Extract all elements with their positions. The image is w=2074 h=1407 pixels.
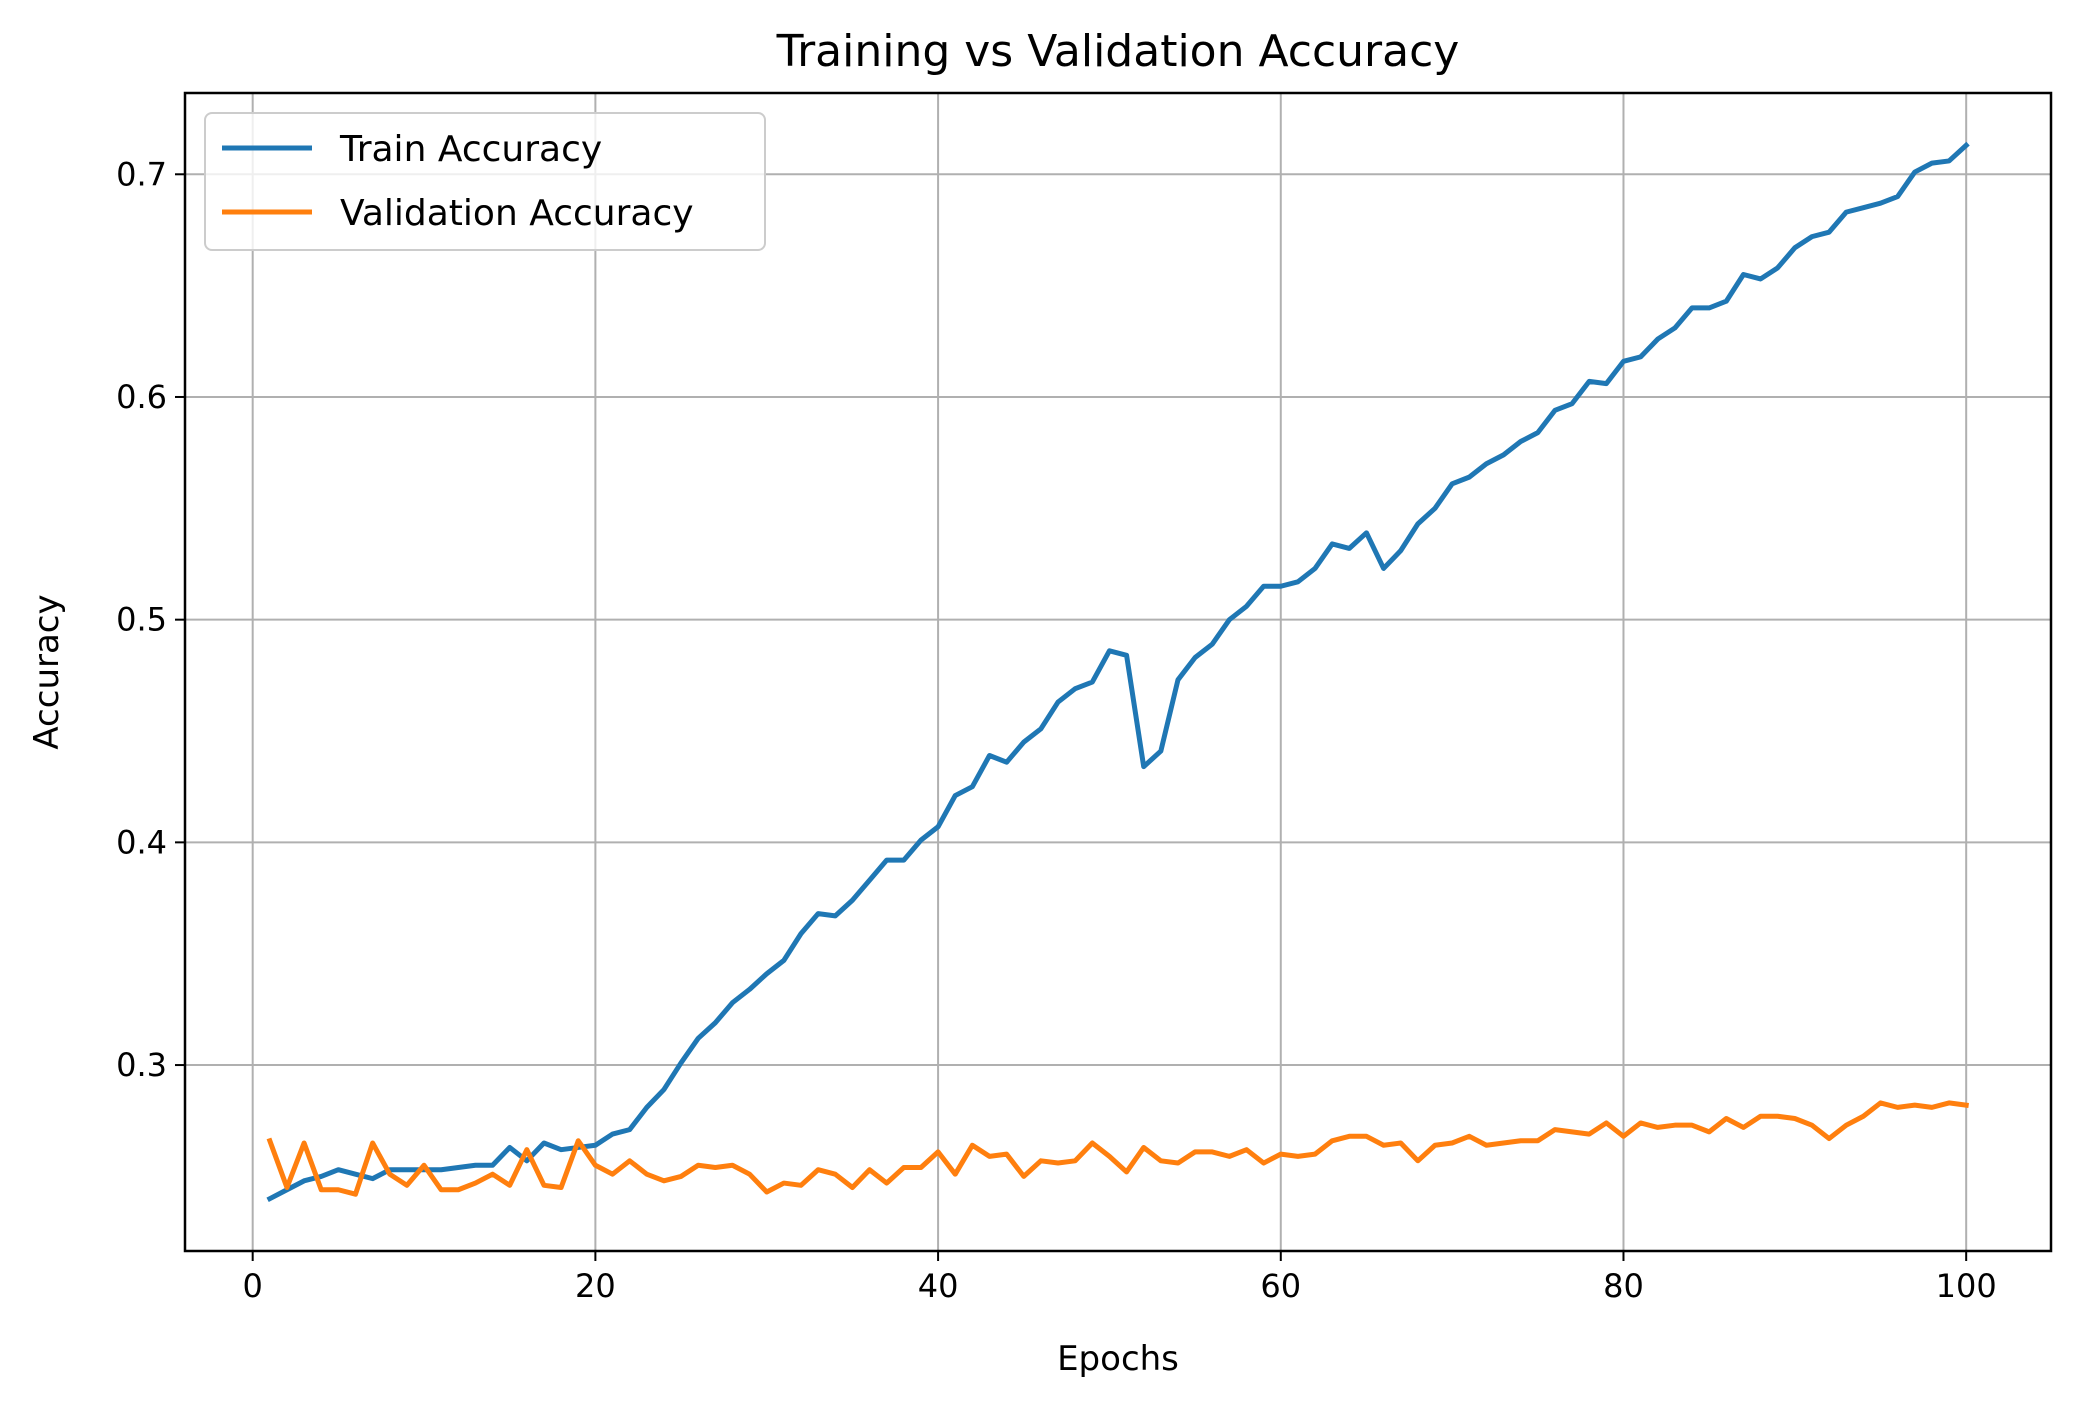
- ticks-layer: 0 20 40 60 80 100 0.3 0.4 0.5 0.6 0.7: [116, 155, 1997, 1305]
- y-axis-title: Accuracy: [27, 594, 67, 749]
- x-tick-label: 60: [1260, 1267, 1301, 1305]
- y-tick-label: 0.3: [116, 1046, 167, 1084]
- plot-frame: [183, 91, 2053, 1253]
- x-tick-label: 0: [243, 1267, 263, 1305]
- y-tick-label: 0.6: [116, 378, 167, 416]
- y-tick-label: 0.7: [116, 155, 167, 193]
- series-layer: [266, 141, 1970, 1203]
- legend-label-validation: Validation Accuracy: [340, 193, 694, 234]
- legend-box: [204, 112, 766, 251]
- x-axis-title: Epochs: [1057, 1339, 1179, 1379]
- y-tick-label: 0.5: [116, 601, 167, 639]
- legend: Train Accuracy Validation Accuracy: [204, 112, 766, 251]
- series-line-train-accuracy: [266, 141, 1970, 1203]
- x-tick-label: 40: [918, 1267, 959, 1305]
- y-tick-label: 0.4: [116, 823, 167, 861]
- x-tick-label: 80: [1603, 1267, 1644, 1305]
- series-line-validation-accuracy: [266, 1100, 1969, 1197]
- chart-title: Training vs Validation Accuracy: [776, 26, 1460, 77]
- grid-layer: [185, 93, 2051, 1251]
- legend-label-train: Train Accuracy: [339, 129, 602, 170]
- x-tick-label: 20: [575, 1267, 616, 1305]
- x-tick-label: 100: [1936, 1267, 1997, 1305]
